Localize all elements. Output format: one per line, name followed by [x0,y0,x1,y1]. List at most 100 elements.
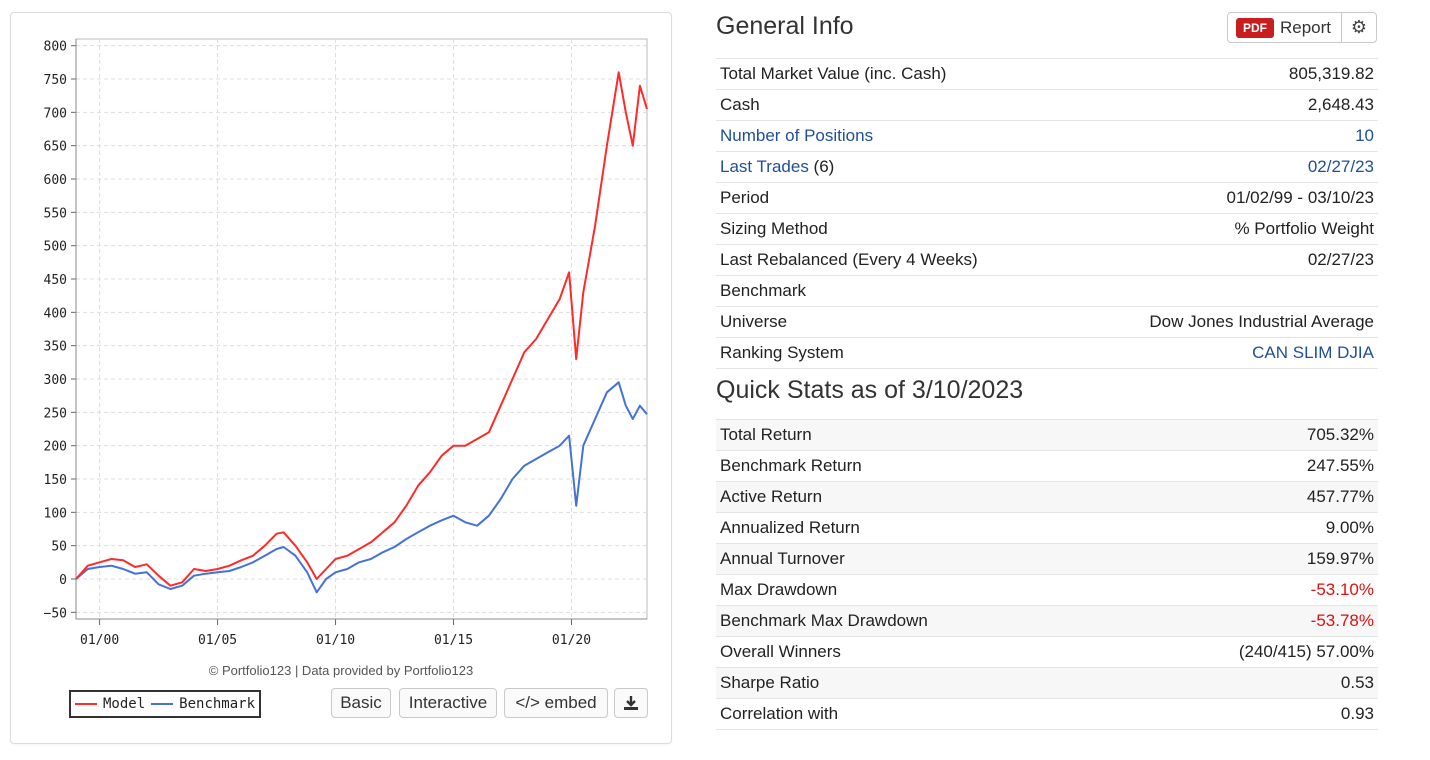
row-value: 9.00% [1114,512,1378,544]
chart-panel: −50 0 50 100 150 200 250 300 350 400 450 500 550 600 6… [10,12,672,744]
legend-label-model: Model [103,696,146,712]
number-of-positions-link[interactable]: Number of Positions [716,120,1069,152]
row-label: Max Drawdown [716,574,1115,606]
y-tick-label: 750 [44,73,67,88]
legend-item-benchmark[interactable]: Benchmark [151,696,255,712]
row-value: % Portfolio Weight [1068,213,1378,245]
y-tick-label: 100 [44,506,67,521]
embed-button[interactable]: </> embed [504,688,608,718]
row-label: Ranking System [716,337,1069,369]
row-label: Overall Winners [716,636,1115,668]
row-label: Benchmark Max Drawdown [716,605,1115,637]
row-value: 159.97% [1114,543,1378,575]
row-label: Universe [716,306,1069,338]
performance-chart: −50 0 50 100 150 200 250 300 350 400 450 500 550 600 6… [44,38,648,648]
table-row: Benchmark [716,275,1378,307]
general-info-table: Total Market Value (inc. Cash) 805,319.82… [716,58,1378,369]
row-value: 2,648.43 [1068,89,1378,121]
last-trades-count: (6) [808,157,835,176]
table-row: Cash 2,648.43 [716,89,1378,121]
series-line-benchmark [75,381,648,594]
table-row: Total Market Value (inc. Cash) 805,319.82 [716,58,1378,90]
table-row: Annualized Return 9.00% [716,512,1378,544]
table-row: Correlation with 0.93 [716,698,1378,730]
y-tick-label: 350 [44,340,67,355]
row-label: Total Return [716,419,1115,451]
ranking-system-link[interactable]: CAN SLIM DJIA [1068,337,1378,369]
x-tick-label: 01/00 [80,633,119,648]
table-row: Benchmark Max Drawdown -53.78% [716,605,1378,637]
positions-count-link[interactable]: 10 [1068,120,1378,152]
row-value: 0.93 [1114,698,1378,730]
table-row: Universe Dow Jones Industrial Average [716,306,1378,338]
x-tick-label: 01/10 [316,633,355,648]
row-value: (240/415) 57.00% [1114,636,1378,668]
table-row: Period 01/02/99 - 03/10/23 [716,182,1378,214]
row-value: 805,319.82 [1068,58,1378,90]
row-value: -53.10% [1114,574,1378,606]
report-label: Report [1280,17,1332,37]
pdf-icon: PDF [1236,17,1274,38]
row-label: Annual Turnover [716,543,1115,575]
plot-area [75,38,648,620]
row-value: 0.53 [1114,667,1378,699]
general-info-title: General Info [716,12,854,40]
x-tick-label: 01/15 [434,633,473,648]
table-row: Benchmark Return 247.55% [716,450,1378,482]
row-value: Dow Jones Industrial Average [1068,306,1378,338]
y-tick-label: 700 [44,106,67,121]
row-label: Benchmark Return [716,450,1115,482]
y-tick-label: 150 [44,473,67,488]
quick-stats-table: Total Return 705.32% Benchmark Return 247.… [716,419,1378,730]
row-label: Total Market Value (inc. Cash) [716,58,1069,90]
y-tick-label: 250 [44,406,67,421]
download-icon [624,696,638,710]
x-tick-label: 01/05 [198,633,237,648]
last-trades-date-link[interactable]: 02/27/23 [1068,151,1378,183]
y-tick-label: 800 [44,40,67,55]
table-row: Sharpe Ratio 0.53 [716,667,1378,699]
quick-stats-title: Quick Stats as of 3/10/2023 [716,376,1024,404]
table-row: Overall Winners (240/415) 57.00% [716,636,1378,668]
gear-icon[interactable]: ⚙ [1341,13,1376,42]
y-tick-label: 500 [44,240,67,255]
row-value: 01/02/99 - 03/10/23 [1068,182,1378,214]
table-row: Number of Positions 10 [716,120,1378,152]
row-label: Annualized Return [716,512,1115,544]
table-row: Last Trades (6) 02/27/23 [716,151,1378,183]
chart-credit: © Portfolio123 | Data provided by Portfo… [208,663,474,678]
row-label: Period [716,182,1069,214]
y-tick-label: 650 [44,140,67,155]
table-row: Ranking System CAN SLIM DJIA [716,337,1378,369]
y-tick-label: 450 [44,273,67,288]
y-tick-label: 400 [44,306,67,321]
series-line-model [75,71,648,587]
last-trades-link[interactable]: Last Trades [720,157,809,176]
x-tick-label: 01/20 [552,633,591,648]
y-tick-label: 200 [44,440,67,455]
chart-legend: Model Benchmark [69,690,262,718]
y-tick-label: 50 [51,540,67,555]
y-tick-label: −50 [44,606,67,621]
row-value: 705.32% [1114,419,1378,451]
row-label: Active Return [716,481,1115,513]
row-value: 457.77% [1114,481,1378,513]
row-label: Cash [716,89,1069,121]
table-row: Last Rebalanced (Every 4 Weeks) 02/27/23 [716,244,1378,276]
row-value: 02/27/23 [1068,244,1378,276]
legend-item-model[interactable]: Model [75,696,145,712]
interactive-button[interactable]: Interactive [399,688,497,718]
download-button[interactable] [614,688,648,718]
row-label: Correlation with [716,698,1115,730]
row-label: Last Rebalanced (Every 4 Weeks) [716,244,1069,276]
y-tick-label: 300 [44,373,67,388]
table-row: Total Return 705.32% [716,419,1378,451]
row-value: -53.78% [1114,605,1378,637]
row-label: Sharpe Ratio [716,667,1115,699]
pdf-report-button[interactable]: PDF Report ⚙ [1227,12,1377,43]
table-row: Max Drawdown -53.10% [716,574,1378,606]
row-value [1068,275,1378,307]
y-tick-label: 550 [44,206,67,221]
basic-button[interactable]: Basic [331,688,391,718]
y-tick-label: 0 [59,573,67,588]
